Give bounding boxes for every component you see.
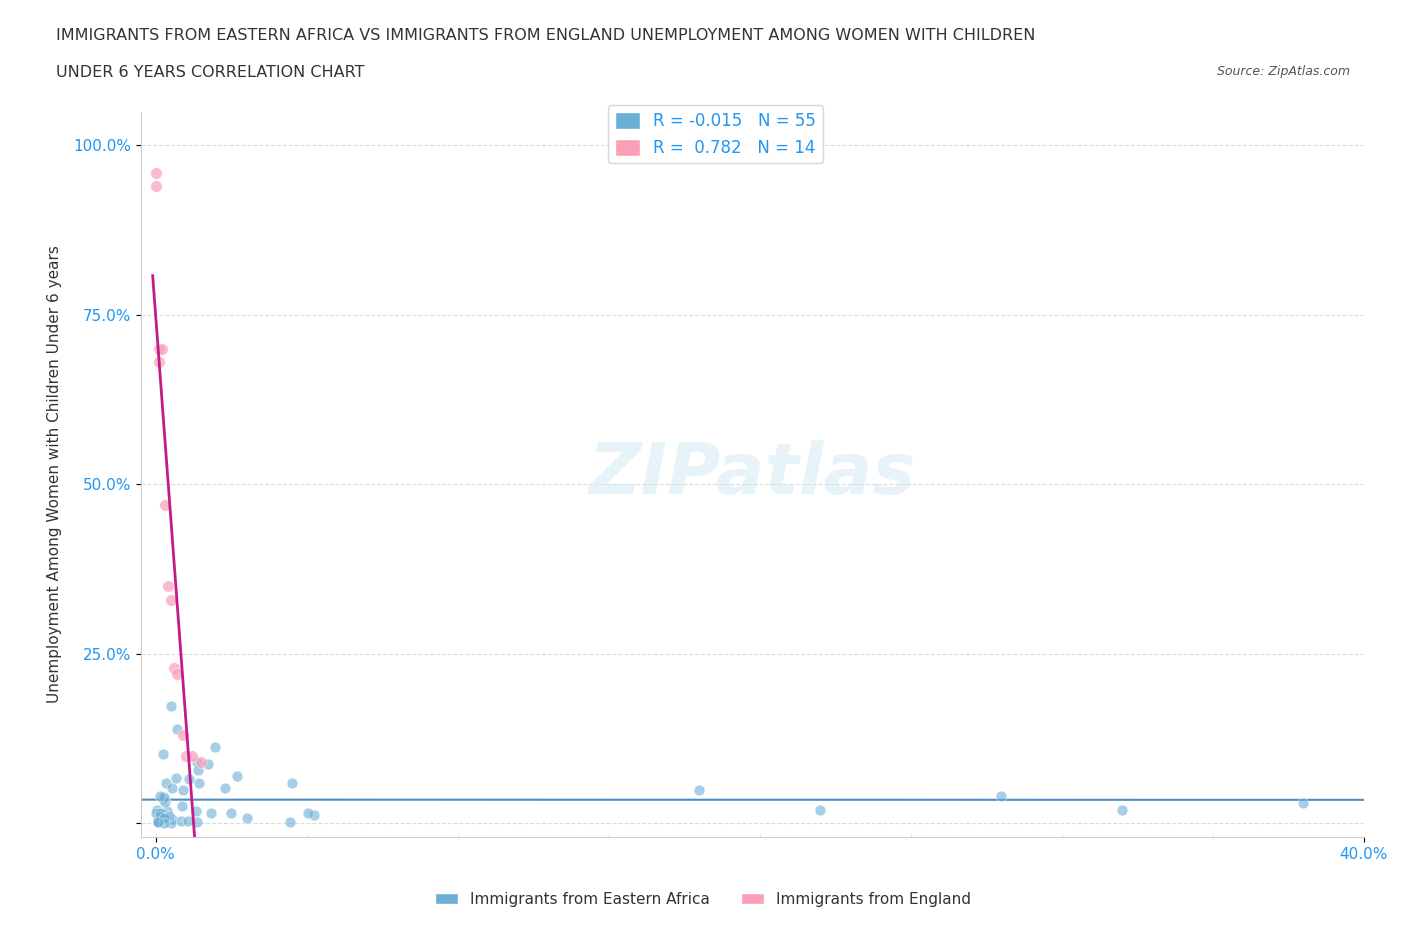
Point	[159, 592, 181, 607]
Point	[166, 667, 188, 682]
Point	[149, 809, 172, 824]
Point	[153, 795, 176, 810]
Point	[153, 790, 176, 804]
Point	[174, 749, 197, 764]
Point	[160, 698, 183, 713]
Point	[170, 814, 193, 829]
Point	[1111, 803, 1133, 817]
Point	[148, 815, 170, 830]
Point	[179, 772, 201, 787]
Point	[155, 776, 177, 790]
Point	[225, 768, 247, 783]
Point	[145, 166, 167, 180]
Point	[148, 814, 170, 829]
Point	[172, 728, 194, 743]
Point	[181, 749, 204, 764]
Point	[214, 780, 236, 795]
Point	[808, 803, 831, 817]
Point	[177, 814, 200, 829]
Point	[149, 805, 172, 820]
Point	[153, 498, 176, 512]
Point	[200, 805, 222, 820]
Point	[159, 808, 181, 823]
Point	[156, 578, 179, 593]
Point	[990, 789, 1012, 804]
Point	[219, 805, 242, 820]
Point	[152, 747, 174, 762]
Point	[145, 803, 167, 817]
Point	[155, 809, 177, 824]
Legend: R = -0.015   N = 55, R =  0.782   N = 14: R = -0.015 N = 55, R = 0.782 N = 14	[609, 105, 823, 164]
Point	[204, 740, 226, 755]
Point	[146, 813, 169, 828]
Point	[166, 722, 188, 737]
Point	[152, 810, 174, 825]
Point	[160, 812, 183, 827]
Y-axis label: Unemployment Among Women with Children Under 6 years: Unemployment Among Women with Children U…	[46, 246, 62, 703]
Point	[155, 804, 177, 819]
Point	[186, 755, 208, 770]
Point	[304, 807, 326, 822]
Point	[153, 816, 176, 830]
Point	[148, 341, 170, 356]
Point	[186, 804, 208, 818]
Point	[236, 810, 259, 825]
Point	[187, 776, 209, 790]
Point	[160, 780, 183, 795]
Point	[172, 783, 194, 798]
Point	[149, 789, 172, 804]
Point	[190, 755, 212, 770]
Point	[281, 776, 304, 790]
Point	[187, 762, 209, 777]
Point	[186, 815, 208, 830]
Point	[165, 770, 187, 785]
Text: UNDER 6 YEARS CORRELATION CHART: UNDER 6 YEARS CORRELATION CHART	[56, 65, 364, 80]
Point	[152, 810, 174, 825]
Text: ZIPatlas: ZIPatlas	[589, 440, 915, 509]
Point	[170, 799, 193, 814]
Point	[150, 341, 173, 356]
Point	[280, 815, 302, 830]
Point	[1292, 796, 1315, 811]
Point	[146, 815, 169, 830]
Point	[197, 757, 219, 772]
Point	[148, 355, 170, 370]
Point	[297, 806, 319, 821]
Text: IMMIGRANTS FROM EASTERN AFRICA VS IMMIGRANTS FROM ENGLAND UNEMPLOYMENT AMONG WOM: IMMIGRANTS FROM EASTERN AFRICA VS IMMIGR…	[56, 28, 1036, 43]
Point	[145, 179, 167, 193]
Point	[688, 782, 710, 797]
Point	[163, 660, 186, 675]
Point	[153, 807, 176, 822]
Point	[160, 816, 183, 830]
Text: Source: ZipAtlas.com: Source: ZipAtlas.com	[1216, 65, 1350, 78]
Legend: Immigrants from Eastern Africa, Immigrants from England: Immigrants from Eastern Africa, Immigran…	[429, 886, 977, 913]
Point	[152, 791, 174, 806]
Point	[145, 805, 167, 820]
Point	[148, 805, 170, 820]
Point	[152, 806, 174, 821]
